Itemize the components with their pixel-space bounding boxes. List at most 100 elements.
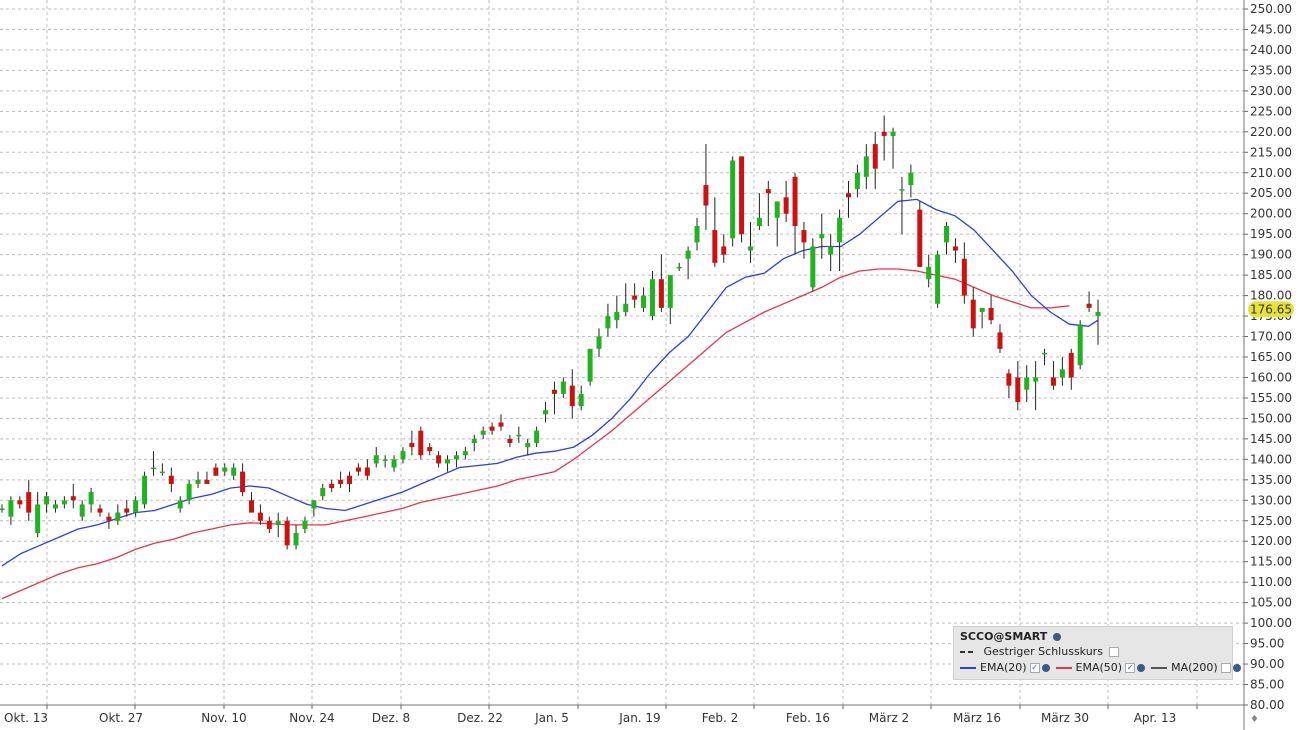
candle-body	[694, 225, 700, 243]
x-tick-label: März 2	[869, 711, 909, 725]
candle	[97, 504, 103, 517]
candle-body	[997, 332, 1003, 349]
candle	[944, 221, 950, 255]
candle-body	[445, 459, 451, 464]
candle-body	[213, 467, 219, 476]
y-tick-label: 120.00	[1250, 534, 1292, 548]
candle	[311, 500, 317, 517]
candle-body	[667, 275, 673, 308]
candle-body	[854, 172, 860, 190]
candle	[863, 144, 869, 190]
candle	[730, 156, 736, 247]
candle	[899, 176, 905, 235]
x-tick-label: Okt. 27	[99, 711, 143, 725]
candle-body	[436, 455, 442, 464]
visibility-icon[interactable]	[1137, 664, 1146, 672]
y-tick-label: 240.00	[1250, 43, 1292, 57]
candle	[560, 377, 566, 398]
y-tick-label: 95.00	[1250, 637, 1284, 651]
candle-body	[320, 488, 326, 497]
legend-item-ema20[interactable]: EMA(20) ✓	[960, 661, 1050, 675]
candle-body	[712, 230, 718, 263]
candle	[427, 442, 433, 456]
candle	[979, 307, 985, 329]
candle	[908, 164, 914, 198]
visibility-icon[interactable]	[1041, 664, 1050, 672]
candle-body	[150, 467, 156, 470]
candle	[587, 348, 593, 386]
candle	[373, 447, 379, 468]
candle	[284, 516, 290, 550]
x-tick-label: März 16	[953, 711, 1001, 725]
candle	[159, 463, 165, 476]
candle	[961, 242, 967, 304]
candle	[133, 496, 139, 517]
candle	[489, 422, 495, 435]
candle-body	[1095, 311, 1101, 317]
candle	[854, 164, 860, 198]
candle-body	[115, 512, 121, 521]
candle-body	[899, 189, 905, 191]
candle-body	[507, 438, 513, 443]
candle	[890, 127, 896, 169]
check-icon[interactable]: ✓	[1125, 663, 1136, 673]
candle	[266, 516, 272, 534]
candle	[8, 496, 14, 525]
visibility-icon[interactable]	[1232, 664, 1241, 672]
candle-body	[338, 479, 344, 484]
candle-body	[418, 430, 424, 456]
candle-body	[979, 307, 985, 312]
candle-body	[952, 246, 958, 251]
candle-body	[106, 516, 112, 521]
candle-body	[587, 348, 593, 382]
candle	[756, 193, 762, 231]
candle	[685, 246, 691, 280]
y-tick-label: 190.00	[1250, 248, 1292, 262]
candle-body	[837, 217, 843, 243]
y-tick-label: 100.00	[1250, 616, 1292, 630]
candle	[418, 426, 424, 460]
candle-body	[266, 520, 272, 529]
candle	[721, 234, 727, 263]
candle	[52, 500, 58, 513]
checkbox-icon[interactable]	[1220, 663, 1231, 673]
candle-body	[1024, 377, 1030, 390]
candle	[881, 115, 887, 161]
candle-body	[756, 217, 762, 226]
candle	[516, 426, 522, 443]
candle-body	[391, 459, 397, 468]
y-tick-label: 195.00	[1250, 227, 1292, 241]
candle-body	[52, 504, 58, 509]
candle	[355, 463, 361, 476]
candle-body	[427, 447, 433, 452]
candle-body	[1059, 369, 1065, 378]
last-price-badge	[1248, 301, 1294, 318]
candle	[605, 303, 611, 337]
candle-body	[347, 475, 353, 484]
check-icon[interactable]: ✓	[1029, 663, 1040, 673]
candle	[257, 504, 263, 525]
candle	[774, 201, 780, 247]
candle-body	[828, 246, 834, 255]
candle	[1033, 361, 1039, 411]
checkbox-icon[interactable]	[1109, 647, 1120, 657]
candle-body	[525, 442, 531, 448]
visibility-icon[interactable]	[1053, 633, 1062, 641]
candle	[641, 287, 647, 312]
legend-item-ema50[interactable]: EMA(50) ✓	[1055, 661, 1146, 675]
candle	[453, 451, 459, 468]
legend-item-ma200[interactable]: MA(200)	[1151, 661, 1241, 675]
x-tick-label: Feb. 2	[702, 711, 739, 725]
chart-legend: SCCO@SMART Gestriger Schlusskurs EMA(20)…	[953, 626, 1241, 680]
candle	[935, 250, 941, 308]
last-price-label: 176.65	[1250, 302, 1292, 316]
candle	[347, 471, 353, 493]
y-tick-label: 110.00	[1250, 575, 1292, 589]
candle	[828, 234, 834, 272]
candle	[462, 447, 468, 460]
candle-body	[534, 430, 540, 443]
y-tick-label: 245.00	[1250, 22, 1292, 36]
candle	[872, 131, 878, 190]
candle-body	[944, 225, 950, 243]
